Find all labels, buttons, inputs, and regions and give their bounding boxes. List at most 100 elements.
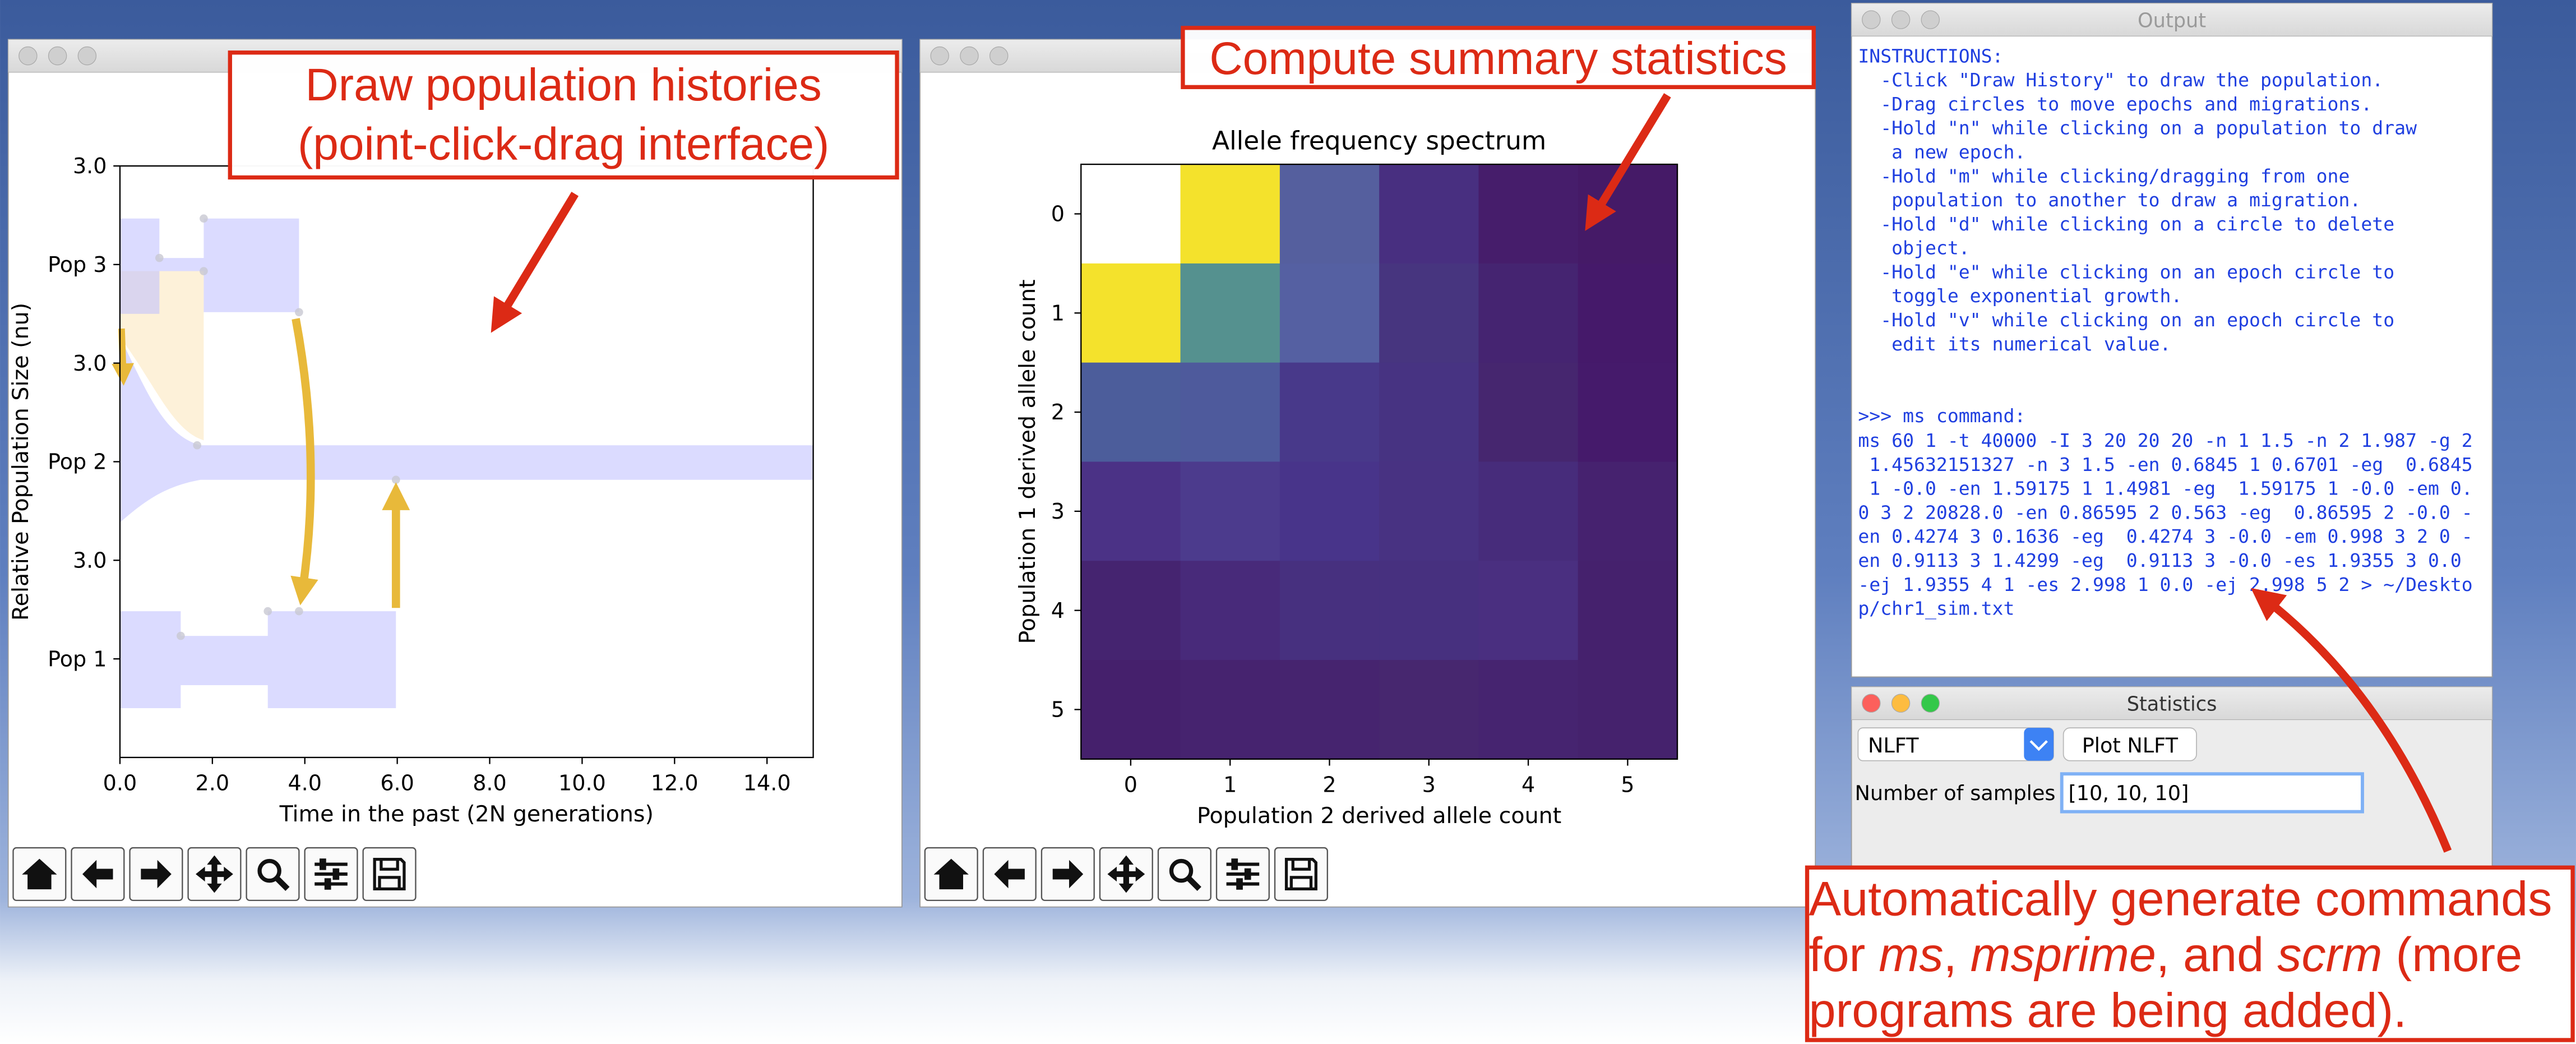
epoch-handle[interactable] — [391, 475, 400, 484]
window-button[interactable] — [77, 46, 97, 66]
epoch-handle[interactable] — [200, 214, 208, 223]
window-button[interactable] — [1921, 10, 1940, 29]
console-line: >>> ms command: — [1858, 405, 2025, 427]
window-button[interactable] — [1921, 694, 1940, 713]
afs-cell — [1379, 164, 1479, 264]
window-title: Output — [2138, 9, 2206, 32]
toolbar-button[interactable] — [1157, 847, 1211, 902]
window-frame — [1851, 2, 2493, 678]
annotation-segment: msprime — [1971, 928, 2156, 982]
window-button[interactable] — [19, 46, 38, 66]
toolbar-icon — [933, 858, 969, 890]
afs-cell — [1180, 263, 1280, 363]
toolbar-icon — [1169, 858, 1194, 883]
pointer-arrow — [491, 191, 579, 333]
samples-input[interactable] — [2060, 772, 2364, 814]
toolbar-button[interactable] — [362, 847, 417, 902]
y-tick-label: 3.0 — [73, 351, 107, 376]
annotation-segment: ms — [1879, 928, 1943, 982]
epoch-handle[interactable] — [200, 267, 208, 275]
annotation-box — [1805, 865, 2575, 1042]
toolbar-button[interactable] — [246, 847, 300, 902]
pointer-arrow — [1585, 93, 1671, 231]
annotation-segment: Compute summary statistics — [1209, 33, 1787, 84]
afs-cell — [1279, 164, 1380, 264]
window-button[interactable] — [1891, 10, 1911, 29]
y-tick-label: 3.0 — [73, 548, 107, 572]
afs-cell — [1578, 660, 1678, 760]
afs-cell — [1478, 362, 1579, 463]
annotation-box — [1181, 26, 1816, 89]
annotation-segment: , and — [2156, 928, 2277, 982]
x-tick-label: 0 — [1124, 772, 1137, 797]
afs-cell — [1180, 362, 1280, 463]
samples-label: Number of samples — [1855, 781, 2056, 805]
console-line: population to another to draw a migratio… — [1858, 189, 2361, 211]
annotation-text: (point-click-drag interface) — [298, 118, 829, 169]
annotation-segment: , — [1944, 928, 1971, 982]
x-axis-label: Time in the past (2N generations) — [279, 801, 654, 827]
toolbar-button[interactable] — [1274, 847, 1329, 902]
epoch-handle[interactable] — [295, 308, 303, 317]
console-line: en 0.4274 3 0.1636 -eg 0.4274 3 -0.0 -em… — [1858, 525, 2472, 547]
toolbar-icon — [196, 855, 233, 893]
samples-value[interactable]: [10, 10, 10] — [2068, 781, 2189, 805]
epoch-handle[interactable] — [295, 607, 303, 616]
x-tick-label: 5 — [1621, 772, 1634, 797]
epoch-handle[interactable] — [177, 631, 185, 640]
console-line: en 0.9113 3 1.4299 -eg 0.9113 3 -0.0 -es… — [1858, 549, 2461, 571]
y-tick-label: 2 — [1051, 400, 1065, 424]
epoch-handle[interactable] — [263, 607, 272, 616]
y-tick-label: Pop 2 — [48, 450, 107, 474]
console-line: 0 3 2 20828.0 -en 0.86595 2 0.563 -eg 0.… — [1858, 501, 2472, 523]
y-tick-label: 3 — [1051, 499, 1065, 524]
toolbar-icon — [1231, 858, 1238, 870]
y-axis-label: Population 1 derived allele count — [1015, 279, 1040, 644]
toolbar-icon — [82, 860, 113, 889]
window-button[interactable] — [960, 46, 979, 66]
window-button[interactable] — [48, 46, 67, 66]
afs-cell — [1279, 362, 1380, 463]
console-line: -Drag circles to move epochs and migrati… — [1858, 93, 2372, 115]
afs-cell — [1279, 561, 1380, 660]
toolbar-icon — [141, 860, 172, 889]
plot-button[interactable] — [2062, 727, 2197, 761]
window-button[interactable] — [1862, 694, 1881, 713]
toolbar-icon — [1186, 875, 1201, 891]
annotation-text: programs are being added). — [1809, 984, 2407, 1038]
select-arrow-box — [2024, 728, 2054, 761]
windows: 0.0 2.0 4.0 6.0 8.0 10.0 12.0 14.0 3.0 Pop 3 3.0 Po… — [7, 2, 2575, 1042]
epoch-handle[interactable] — [193, 441, 202, 450]
toolbar-icon — [320, 858, 326, 870]
annotation-text: Compute summary statistics — [1209, 33, 1787, 84]
window-button[interactable] — [930, 46, 949, 66]
plot-title: Allele frequency spectrum — [1212, 126, 1546, 156]
window-button[interactable] — [1862, 10, 1881, 29]
x-tick-label: 2 — [1322, 772, 1336, 797]
epoch-handle[interactable] — [155, 253, 164, 262]
y-tick-label: 4 — [1051, 598, 1065, 623]
plot-button-label[interactable]: Plot NLFT — [2082, 733, 2179, 757]
window-button[interactable] — [1891, 694, 1911, 713]
window-button[interactable] — [989, 46, 1009, 66]
afs-cell — [1379, 362, 1479, 463]
y-axis-label: Relative Population Size (nu) — [8, 303, 34, 621]
annotation-segment: (more — [2382, 928, 2522, 982]
x-tick-label: 4 — [1521, 772, 1535, 797]
afs-cell — [1578, 263, 1678, 363]
y-tick-label: 1 — [1051, 301, 1065, 325]
afs-cell — [1279, 263, 1380, 363]
toolbar-icon — [274, 875, 290, 891]
afs-cell — [1379, 660, 1479, 760]
annotation-segment: (point-click-drag interface) — [298, 118, 829, 169]
output-window: Output INSTRUCTIONS: -Click "Draw History… — [1851, 2, 2493, 678]
x-tick-label: 2.0 — [196, 771, 230, 796]
select-chevron — [2029, 740, 2048, 751]
toolbar-icon — [373, 857, 406, 891]
population-shape — [119, 336, 813, 523]
toolbar-icon — [1284, 857, 1317, 891]
afs-cell — [1379, 263, 1479, 363]
annotation-segment: programs are being added). — [1809, 984, 2407, 1038]
plot-frame — [1080, 163, 1678, 760]
